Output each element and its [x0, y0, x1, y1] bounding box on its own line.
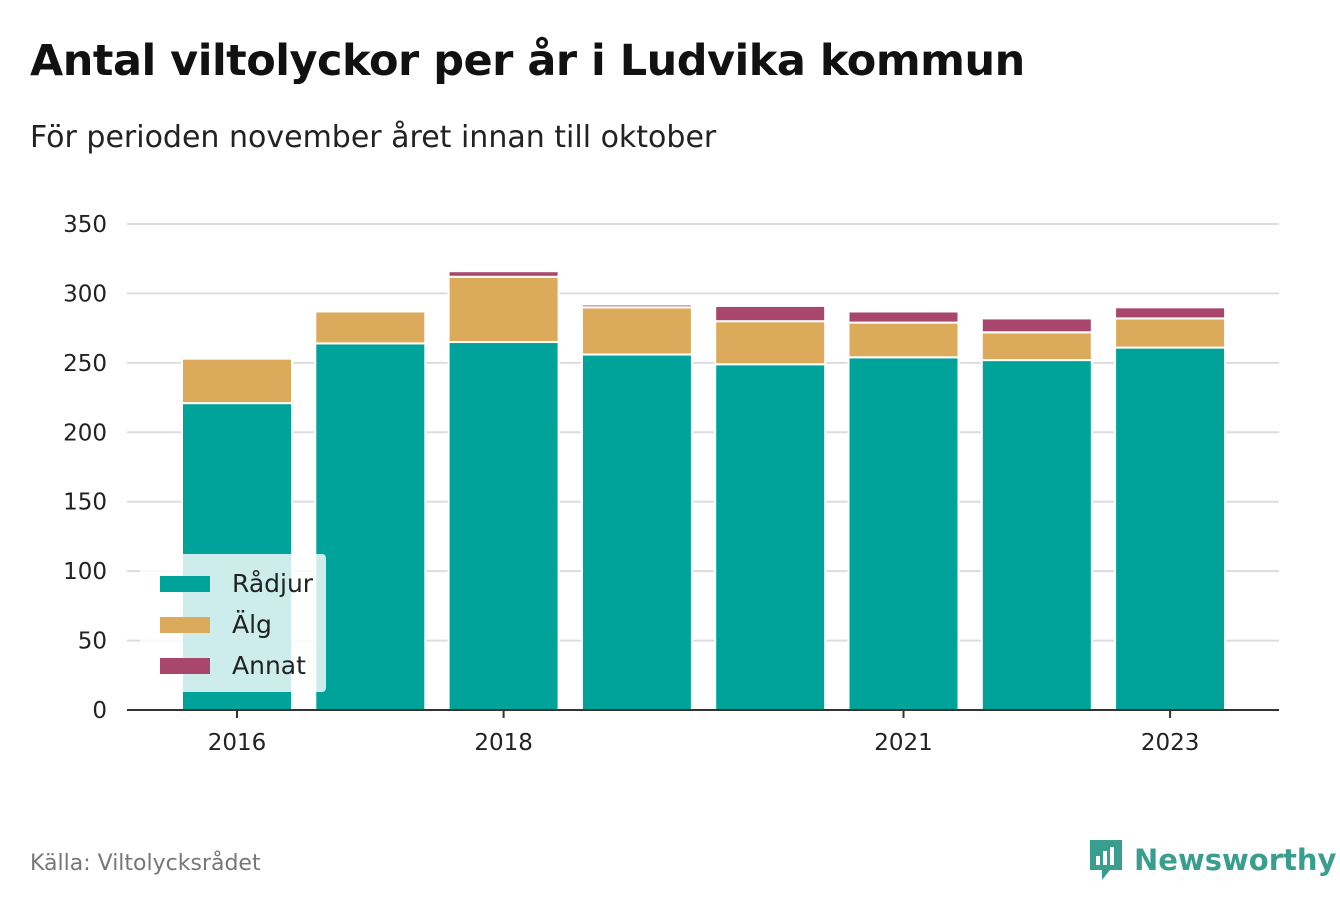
bar-segment-annat [1114, 306, 1227, 320]
bar-segment-rådjur [1114, 346, 1227, 711]
bar-segment-älg [714, 320, 827, 366]
legend-label-alg: Älg [232, 610, 272, 639]
chart-subtitle: För perioden november året innan till ok… [30, 120, 717, 155]
bar-segment-annat [447, 270, 560, 278]
bar-segment-älg [980, 331, 1093, 362]
y-tick-label: 150 [63, 490, 107, 516]
y-tick-label: 250 [63, 351, 107, 377]
bar-segment-älg [314, 310, 427, 345]
y-axis-ticks: 0 50 100 150 200 250 300 350 [63, 212, 107, 724]
y-tick-label: 0 [92, 698, 107, 724]
bar-segment-älg [1114, 317, 1227, 349]
bar-segment-rådjur [714, 363, 827, 711]
x-tick-label: 2016 [208, 730, 267, 756]
legend-label-annat: Annat [232, 651, 306, 680]
y-tick-label: 100 [63, 559, 107, 585]
bar-segment-älg [447, 275, 560, 344]
legend-item-alg: Älg [160, 610, 272, 639]
bar-segment-älg [181, 357, 293, 405]
chart-title: Antal viltolyckor per år i Ludvika kommu… [30, 36, 1025, 86]
legend-swatch-annat [160, 657, 210, 674]
x-tick-label: 2023 [1141, 730, 1200, 756]
legend-item-annat: Annat [160, 651, 306, 680]
bar-segment-älg [847, 321, 960, 359]
legend-swatch-alg [160, 616, 210, 633]
chart-legend: Rådjur Älg Annat [140, 554, 326, 692]
source-note: Källa: Viltolycksrådet [30, 851, 261, 876]
x-tick-label: 2021 [874, 730, 933, 756]
bar-segment-annat [580, 303, 693, 309]
legend-swatch-radjur [160, 575, 210, 592]
bar-segment-annat [980, 317, 1093, 334]
newsworthy-logo-icon [1090, 840, 1122, 880]
bar-segment-annat [847, 310, 960, 324]
bar-segment-rådjur [580, 353, 693, 711]
x-tick-label: 2018 [474, 730, 533, 756]
y-tick-label: 200 [63, 420, 107, 446]
bar-segment-rådjur [314, 342, 427, 711]
brand-logo[interactable]: Newsworthy [1088, 838, 1336, 882]
legend-label-radjur: Rådjur [232, 569, 314, 598]
bar-segment-älg [580, 306, 693, 356]
y-tick-label: 350 [63, 212, 107, 238]
y-tick-label: 300 [63, 281, 107, 307]
bars [181, 270, 1227, 711]
bar-segment-rådjur [980, 359, 1093, 711]
y-tick-label: 50 [78, 629, 107, 655]
bar-segment-rådjur [447, 341, 560, 711]
bar-segment-annat [714, 304, 827, 323]
bar-segment-rådjur [847, 356, 960, 711]
x-axis-ticks: 2016 2018 2021 2023 [208, 710, 1200, 756]
legend-item-radjur: Rådjur [160, 569, 313, 598]
brand-name: Newsworthy [1134, 843, 1337, 877]
